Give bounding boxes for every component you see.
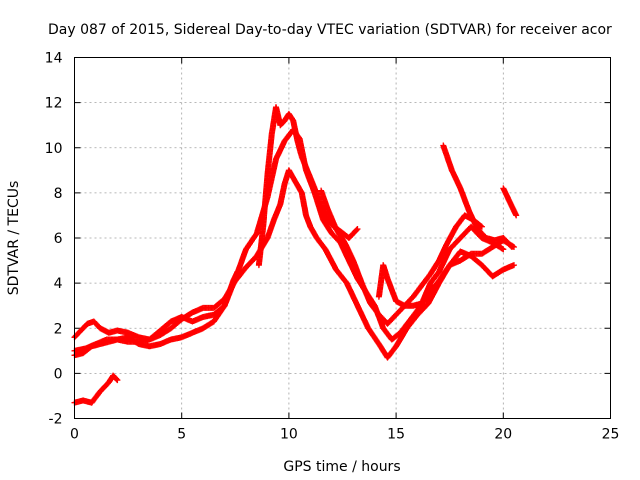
data-point bbox=[500, 246, 507, 253]
y-tick-label: 12 bbox=[45, 96, 63, 112]
y-tick-label: -2 bbox=[49, 412, 63, 428]
data-point bbox=[508, 244, 515, 250]
data-point bbox=[114, 377, 121, 384]
x-tick-label: 25 bbox=[602, 427, 620, 443]
x-tick-label: 20 bbox=[494, 427, 512, 443]
x-tick-label: 0 bbox=[70, 427, 79, 443]
y-axis-label: SDTVAR / TECUs bbox=[6, 181, 22, 296]
data-point bbox=[513, 212, 520, 219]
x-tick-label: 5 bbox=[177, 427, 186, 443]
y-tick-label: 4 bbox=[54, 276, 63, 292]
series-arc-f bbox=[375, 223, 507, 309]
axis-ticks: 0 5 10 15 20 25 -2 0 2 4 6 8 10 12 14 bbox=[45, 51, 620, 443]
data-point bbox=[511, 262, 517, 269]
y-tick-label: 6 bbox=[54, 231, 63, 247]
data-points bbox=[71, 104, 520, 406]
x-tick-label: 10 bbox=[280, 427, 298, 443]
y-tick-label: 0 bbox=[54, 366, 63, 382]
data-point bbox=[478, 223, 485, 230]
series-arc-g bbox=[440, 142, 515, 250]
series-arc-a bbox=[71, 167, 517, 361]
y-tick-label: 10 bbox=[45, 141, 63, 157]
chart-title: Day 087 of 2015, Sidereal Day-to-day VTE… bbox=[48, 22, 612, 38]
data-point bbox=[353, 226, 360, 233]
data-point bbox=[508, 243, 515, 250]
plot-frame bbox=[74, 57, 611, 419]
x-axis-label: GPS time / hours bbox=[283, 459, 400, 475]
y-tick-label: 2 bbox=[54, 321, 63, 337]
series-arc-i bbox=[71, 372, 121, 406]
data-point bbox=[354, 226, 361, 232]
series-arc-h bbox=[500, 185, 520, 219]
y-tick-label: 8 bbox=[54, 186, 63, 202]
y-tick-label: 14 bbox=[45, 51, 63, 67]
data-point bbox=[113, 376, 120, 383]
x-tick-label: 15 bbox=[387, 427, 405, 443]
